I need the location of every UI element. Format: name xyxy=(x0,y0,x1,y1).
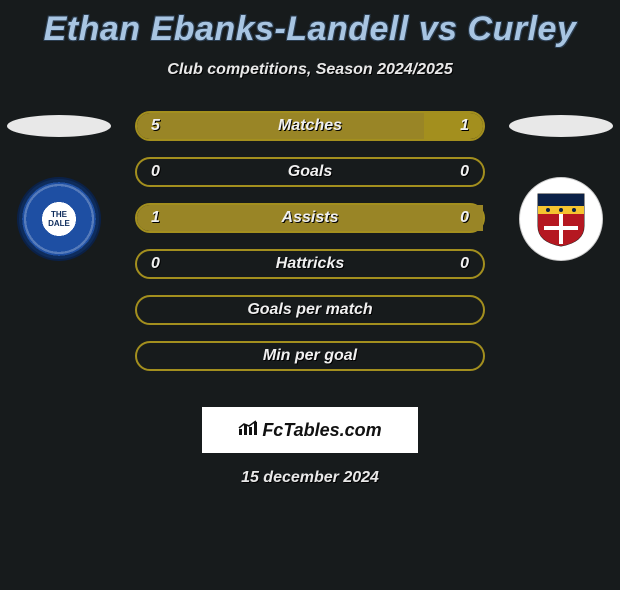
bar-value-left: 0 xyxy=(151,255,160,273)
bar-label: Hattricks xyxy=(276,255,344,273)
comparison-panel: THEDALE Matches51Goals00Assists10Hat xyxy=(0,111,620,391)
bar-label: Goals xyxy=(288,163,332,181)
left-crest-text: THEDALE xyxy=(48,210,70,228)
stats-bars: Matches51Goals00Assists10Hattricks00Goal… xyxy=(135,111,485,371)
stat-bar-row: Matches 5 1 xyxy=(135,111,485,141)
left-player-marker xyxy=(7,115,111,137)
bar-value-right: 0 xyxy=(460,209,469,227)
vs-text: vs xyxy=(419,10,458,48)
bar-fill-right xyxy=(424,113,483,139)
brand-text: FcTables.com xyxy=(262,420,381,440)
bar-value-right: 1 xyxy=(460,117,469,135)
right-crest-shield xyxy=(536,192,586,248)
page-title: Ethan Ebanks-Landell vs Curley xyxy=(0,10,620,49)
brand-footer[interactable]: FcTables.com xyxy=(202,407,418,453)
chart-icon xyxy=(238,420,258,441)
right-player-marker xyxy=(509,115,613,137)
bar-value-right: 0 xyxy=(460,163,469,181)
player2-name: Curley xyxy=(468,10,577,48)
brand-logo: FcTables.com xyxy=(238,420,381,441)
bar-value-left: 1 xyxy=(151,209,160,227)
right-club-crest xyxy=(519,177,603,261)
stat-bar-row: Hattricks 0 0 xyxy=(135,249,485,279)
date-text: 15 december 2024 xyxy=(0,469,620,487)
stat-bar-row: Goals per match xyxy=(135,295,485,325)
subtitle: Club competitions, Season 2024/2025 xyxy=(0,61,620,79)
right-club-column xyxy=(506,111,616,261)
stat-bar-row: Assists 1 0 xyxy=(135,203,485,233)
bar-value-right: 0 xyxy=(460,255,469,273)
bar-label: Matches xyxy=(278,117,342,135)
bar-label: Goals per match xyxy=(247,301,372,319)
stat-bar-row: Goals 0 0 xyxy=(135,157,485,187)
bar-label: Min per goal xyxy=(263,347,357,365)
player1-name: Ethan Ebanks-Landell xyxy=(44,10,409,48)
bar-value-left: 5 xyxy=(151,117,160,135)
stat-bar-row: Min per goal xyxy=(135,341,485,371)
bar-value-left: 0 xyxy=(151,163,160,181)
left-club-column: THEDALE xyxy=(4,111,114,261)
bar-label: Assists xyxy=(282,209,339,227)
left-club-crest: THEDALE xyxy=(17,177,101,261)
